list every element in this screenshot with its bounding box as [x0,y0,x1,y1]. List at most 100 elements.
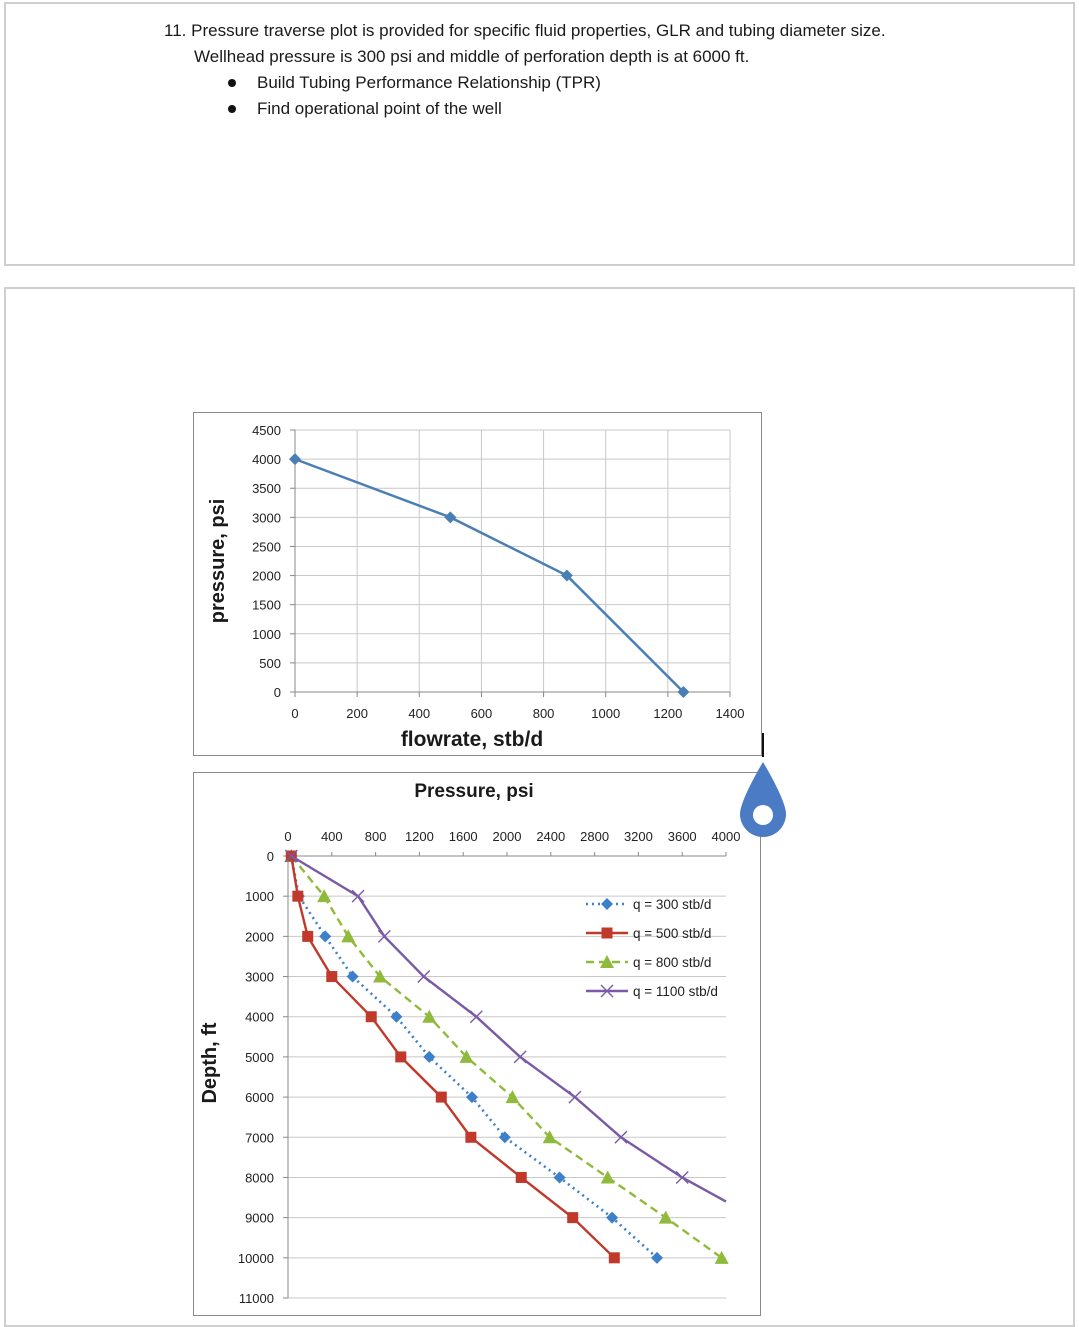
ipr-gridlines [290,429,731,697]
traverse-y-tick-label: 8000 [245,1170,274,1185]
traverse-data-point [302,930,314,942]
traverse-x-tick-label: 4000 [712,829,741,844]
traverse-data-point [553,1171,566,1184]
bullet-item-tpr: Build Tubing Performance Relationship (T… [257,73,601,92]
traverse-y-tick-label: 9000 [245,1211,274,1226]
traverse-data-point [614,1130,628,1144]
traverse-data-point [568,1090,582,1104]
traverse-chart-title: Pressure, psi [414,781,533,802]
ipr-x-tick-label: 400 [408,706,430,721]
traverse-data-point [600,1170,615,1184]
traverse-data-point [319,930,332,943]
traverse-data-point [505,1090,520,1104]
traverse-data-point [423,1050,436,1063]
ipr-chart-svg: 0 500 1000 1500 2000 2500 3000 3500 4000 4500 0 200… [207,423,745,751]
ipr-y-tick-label: 2000 [252,569,281,584]
ipr-data-point [677,686,690,698]
traverse-gridlines [283,852,727,1299]
question-line-1: 11. Pressure traverse plot is provided f… [164,21,886,41]
ipr-y-tick-label: 4000 [252,452,281,467]
traverse-series-line [290,854,727,1203]
ipr-y-tick-label: 0 [274,685,281,700]
question-statement: Pressure traverse plot is provided for s… [191,21,886,40]
traverse-legend: q = 300 stb/d q = 500 stb/d q = 800 stb/d q… [586,897,718,999]
traverse-data-point [658,1210,673,1224]
traverse-data-point [346,970,359,983]
traverse-x-tick-label: 2000 [493,829,522,844]
question-line-2: Wellhead pressure is 300 psi and middle … [194,47,750,66]
question-number: 11. [164,21,187,40]
traverse-series-line [290,855,658,1259]
pressure-traverse-chart: Pressure, psi Depth, ft 0 1000 2000 3000 4000 5… [193,772,761,1316]
legend-marker [601,927,613,939]
legend-entry-label: q = 300 stb/d [633,897,711,912]
bullet-dot [228,79,236,87]
ipr-y-tick-label: 4500 [252,423,281,438]
ipr-y-tick-label: 3500 [252,481,281,496]
traverse-series-line [290,855,723,1259]
traverse-x-tick-label: 0 [284,829,291,844]
traverse-data-point [372,969,387,983]
traverse-y-tick-label: 11000 [239,1291,274,1306]
ipr-x-tick-label: 0 [291,706,298,721]
traverse-data-point [542,1130,557,1144]
ipr-y-tick-label: 2500 [252,539,281,554]
traverse-data-point [714,1250,729,1264]
traverse-x-tick-label: 3200 [624,829,653,844]
traverse-data-point [608,1252,620,1264]
ipr-x-tick-label: 1400 [716,706,745,721]
bullet-dot [228,105,236,113]
ipr-x-tick-label: 1000 [591,706,620,721]
traverse-data-point [675,1170,689,1184]
traverse-x-tick-label: 2400 [536,829,565,844]
ipr-x-tick-label: 800 [533,706,555,721]
ipr-chart: 0 500 1000 1500 2000 2500 3000 3500 4000 4500 0 200… [193,412,762,756]
traverse-y-tick-label: 6000 [245,1090,274,1105]
traverse-y-tick-label: 0 [267,849,274,864]
ipr-y-tick-label: 1500 [252,598,281,613]
ipr-y-tick-label: 500 [259,656,281,671]
traverse-data-point [351,889,365,903]
ipr-x-tick-label: 1200 [653,706,682,721]
ipr-x-axis-title: flowrate, stb/d [401,728,543,751]
traverse-data-point [435,1091,447,1103]
ipr-data-point [560,569,573,582]
traverse-y-tick-label: 3000 [245,970,274,985]
traverse-data-point [459,1049,474,1063]
legend-entry-label: q = 500 stb/d [633,926,711,941]
traverse-y-tick-label: 5000 [245,1050,274,1065]
traverse-data-point [465,1131,477,1143]
legend-marker [600,955,614,968]
traverse-data-point [515,1171,527,1183]
traverse-y-axis-title: Depth, ft [199,1022,221,1103]
traverse-data-point [606,1211,619,1224]
traverse-x-tick-label: 1600 [449,829,478,844]
ipr-y-tick-label: 3000 [252,510,281,525]
traverse-x-tick-label: 400 [321,829,343,844]
traverse-data-point [417,970,431,984]
text-cursor [762,733,764,757]
ipr-data-point [289,453,301,466]
traverse-data-point [469,1010,483,1024]
traverse-data-point [498,1131,511,1144]
ipr-y-axis-title: pressure, psi [207,499,229,624]
traverse-data-point [567,1212,579,1224]
traverse-data-point [377,929,391,943]
bullet-item-operational-point: Find operational point of the well [257,99,502,118]
traverse-x-tick-label: 1200 [405,829,434,844]
traverse-y-tick-label: 4000 [245,1010,274,1025]
traverse-y-tick-label: 7000 [245,1130,274,1145]
traverse-y-tick-label: 1000 [245,889,274,904]
legend-entry-label: q = 800 stb/d [633,955,711,970]
ipr-y-tick-label: 1000 [252,627,281,642]
ipr-x-tick-label: 600 [471,706,493,721]
traverse-data-point [651,1251,664,1264]
question-panel: 11. Pressure traverse plot is provided f… [4,2,1075,266]
water-drop-icon[interactable] [736,760,790,840]
traverse-y-tick-label: 2000 [245,929,274,944]
traverse-x-tick-label: 3600 [668,829,697,844]
traverse-data-point [395,1051,407,1063]
traverse-x-tick-label: 2800 [580,829,609,844]
traverse-data-point [341,929,356,943]
